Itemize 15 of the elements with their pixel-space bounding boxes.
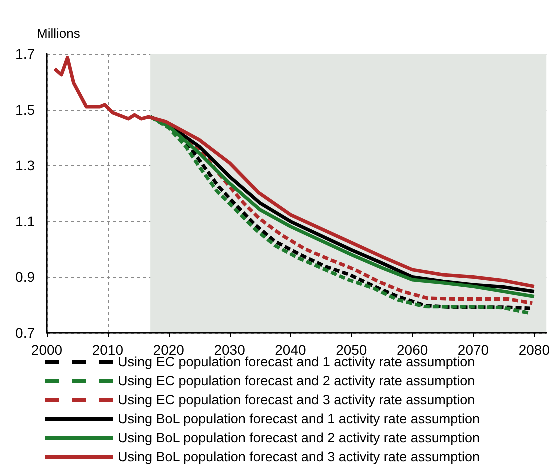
y-tick-label: 0.7 — [16, 325, 36, 341]
y-tick-label: 0.9 — [16, 269, 36, 286]
y-tick-label: 1.5 — [16, 102, 36, 118]
y-tick-label: 1.1 — [16, 213, 36, 230]
legend-label: Using BoL population forecast and 2 activity rate assumption — [118, 430, 480, 446]
x-tick-label: 2080 — [518, 342, 550, 358]
line-series — [53, 56, 536, 288]
y-axis-title: Millions — [37, 26, 81, 41]
y-tick-label: 1.3 — [16, 158, 36, 174]
legend-label: Using EC population forecast and 2 activity rate assumption — [118, 374, 476, 388]
y-tick-label: 1.7 — [16, 46, 36, 62]
legend-label: Using EC population forecast and 3 activity rate assumption — [118, 392, 476, 408]
legend-label: Using BoL population forecast and 3 activity rate assumption — [118, 450, 480, 464]
legend-label: Using BoL population forecast and 1 activity rate assumption — [118, 412, 480, 426]
x-tick-label: 2000 — [31, 342, 63, 358]
